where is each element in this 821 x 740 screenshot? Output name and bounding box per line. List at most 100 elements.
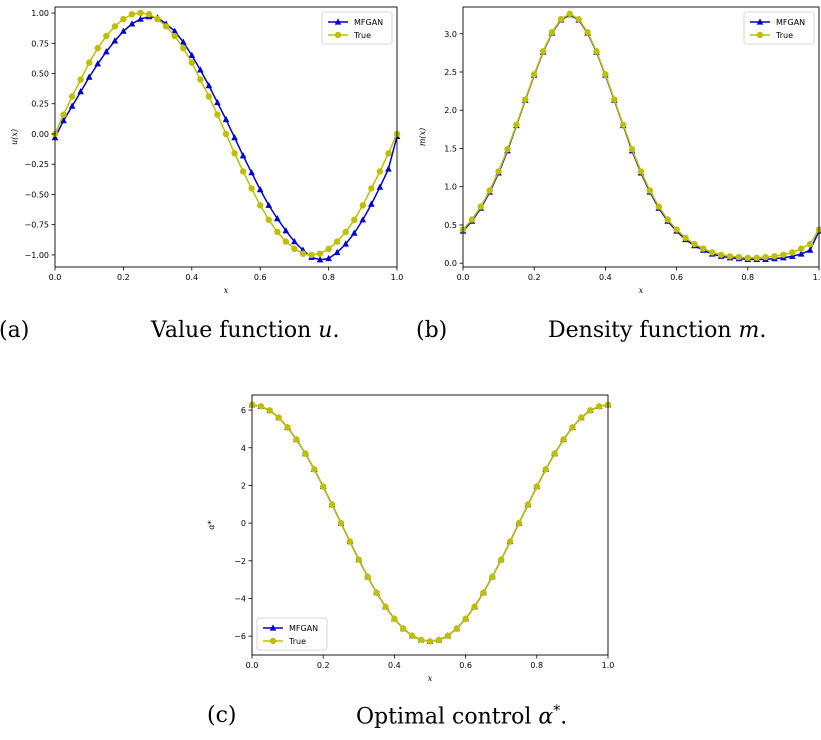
y-tick-label: 1.0: [444, 183, 457, 192]
data-point-true: [578, 414, 584, 420]
x-tick-label: 1.0: [391, 273, 404, 282]
data-point-true: [172, 33, 178, 39]
data-point-true: [531, 71, 537, 77]
data-point-true: [551, 450, 557, 456]
data-point-true: [611, 96, 617, 102]
data-point-true: [409, 633, 415, 639]
data-point-true: [498, 556, 504, 562]
data-point-true: [325, 246, 331, 252]
data-point-true: [343, 229, 349, 235]
y-tick-label: 2.0: [444, 106, 457, 115]
x-tick-label: 0.2: [317, 661, 330, 670]
y-tick-label: −6: [234, 632, 246, 641]
data-point-true: [391, 616, 397, 622]
legend-marker-circle: [335, 32, 341, 38]
data-point-true: [129, 11, 135, 17]
data-point-true: [120, 16, 126, 22]
data-point-true: [745, 255, 751, 261]
data-point-true: [231, 150, 237, 156]
data-point-true: [189, 59, 195, 65]
caption-b-tail: .: [759, 318, 766, 343]
data-point-true: [798, 245, 804, 251]
y-tick-label: −0.75: [24, 221, 49, 230]
y-tick-label: −0.25: [24, 160, 49, 169]
data-point-true: [522, 96, 528, 102]
data-point-true: [762, 254, 768, 260]
data-point-true: [534, 483, 540, 489]
x-tick-label: 1.0: [602, 661, 615, 670]
y-tick-label: −0.50: [24, 190, 49, 199]
data-point-true: [780, 252, 786, 258]
data-point-true: [816, 226, 821, 232]
data-point-true: [602, 71, 608, 77]
data-point-true: [284, 424, 290, 430]
data-point-true: [351, 217, 357, 223]
x-tick-label: 0.2: [528, 273, 541, 282]
data-point-true: [516, 520, 522, 526]
data-point-true: [549, 29, 555, 35]
legend-marker-circle: [270, 638, 276, 644]
data-point-true: [629, 146, 635, 152]
data-point-true: [320, 483, 326, 489]
legend-label: True: [775, 31, 793, 40]
legend: MFGAN True: [322, 12, 392, 44]
data-point-true: [647, 187, 653, 193]
x-tick-label: 0.6: [459, 661, 472, 670]
data-point-true: [495, 168, 501, 174]
data-point-true: [513, 122, 519, 128]
data-point-true: [197, 76, 203, 82]
data-point-mfgan: [377, 184, 384, 190]
data-point-true: [560, 436, 566, 442]
data-point-true: [445, 633, 451, 639]
data-point-true: [504, 146, 510, 152]
caption-b-text: Density function m.: [548, 318, 766, 343]
series-true: [460, 11, 821, 261]
data-point-true: [469, 216, 475, 222]
data-point-mfgan: [368, 201, 375, 207]
x-tick-label: 0.6: [254, 273, 267, 282]
data-point-true: [214, 111, 220, 117]
data-point-true: [365, 574, 371, 580]
data-point-true: [274, 229, 280, 235]
data-point-true: [656, 203, 662, 209]
data-point-true: [727, 253, 733, 259]
legend-label: MFGAN: [289, 624, 318, 633]
series-mfgan: [460, 11, 821, 262]
data-point-true: [283, 238, 289, 244]
data-point-true: [240, 168, 246, 174]
series-line-true: [252, 405, 608, 642]
y-tick-label: 3.0: [444, 30, 457, 39]
x-tick-label: 0.8: [741, 273, 754, 282]
data-point-mfgan: [325, 255, 332, 261]
data-point-true: [587, 407, 593, 413]
y-tick-label: 6: [241, 406, 246, 415]
series-mfgan: [249, 401, 612, 644]
x-tick-label: 0.8: [322, 273, 335, 282]
data-point-mfgan: [248, 169, 255, 175]
data-point-mfgan: [360, 216, 367, 222]
data-point-true: [180, 45, 186, 51]
data-point-true: [620, 122, 626, 128]
data-point-true: [329, 501, 335, 507]
y-tick-label: 2.5: [444, 68, 457, 77]
data-point-true: [137, 10, 143, 16]
y-axis-label: m(x): [418, 128, 427, 146]
x-axis-label: x: [428, 674, 433, 683]
data-point-true: [462, 616, 468, 622]
x-tick-label: 0.6: [670, 273, 683, 282]
data-point-mfgan: [385, 165, 392, 171]
series-line-mfgan: [252, 405, 608, 642]
x-axis-label: x: [639, 286, 644, 295]
data-point-true: [311, 466, 317, 472]
data-point-true: [507, 538, 513, 544]
data-point-true: [718, 252, 724, 258]
caption-a-tag: (a): [0, 318, 29, 343]
series-true: [249, 402, 611, 645]
data-point-true: [540, 48, 546, 54]
data-point-true: [356, 556, 362, 562]
data-point-true: [638, 168, 644, 174]
y-tick-label: 1.00: [31, 9, 49, 18]
data-point-true: [682, 235, 688, 241]
legend: MFGAN True: [744, 12, 814, 44]
